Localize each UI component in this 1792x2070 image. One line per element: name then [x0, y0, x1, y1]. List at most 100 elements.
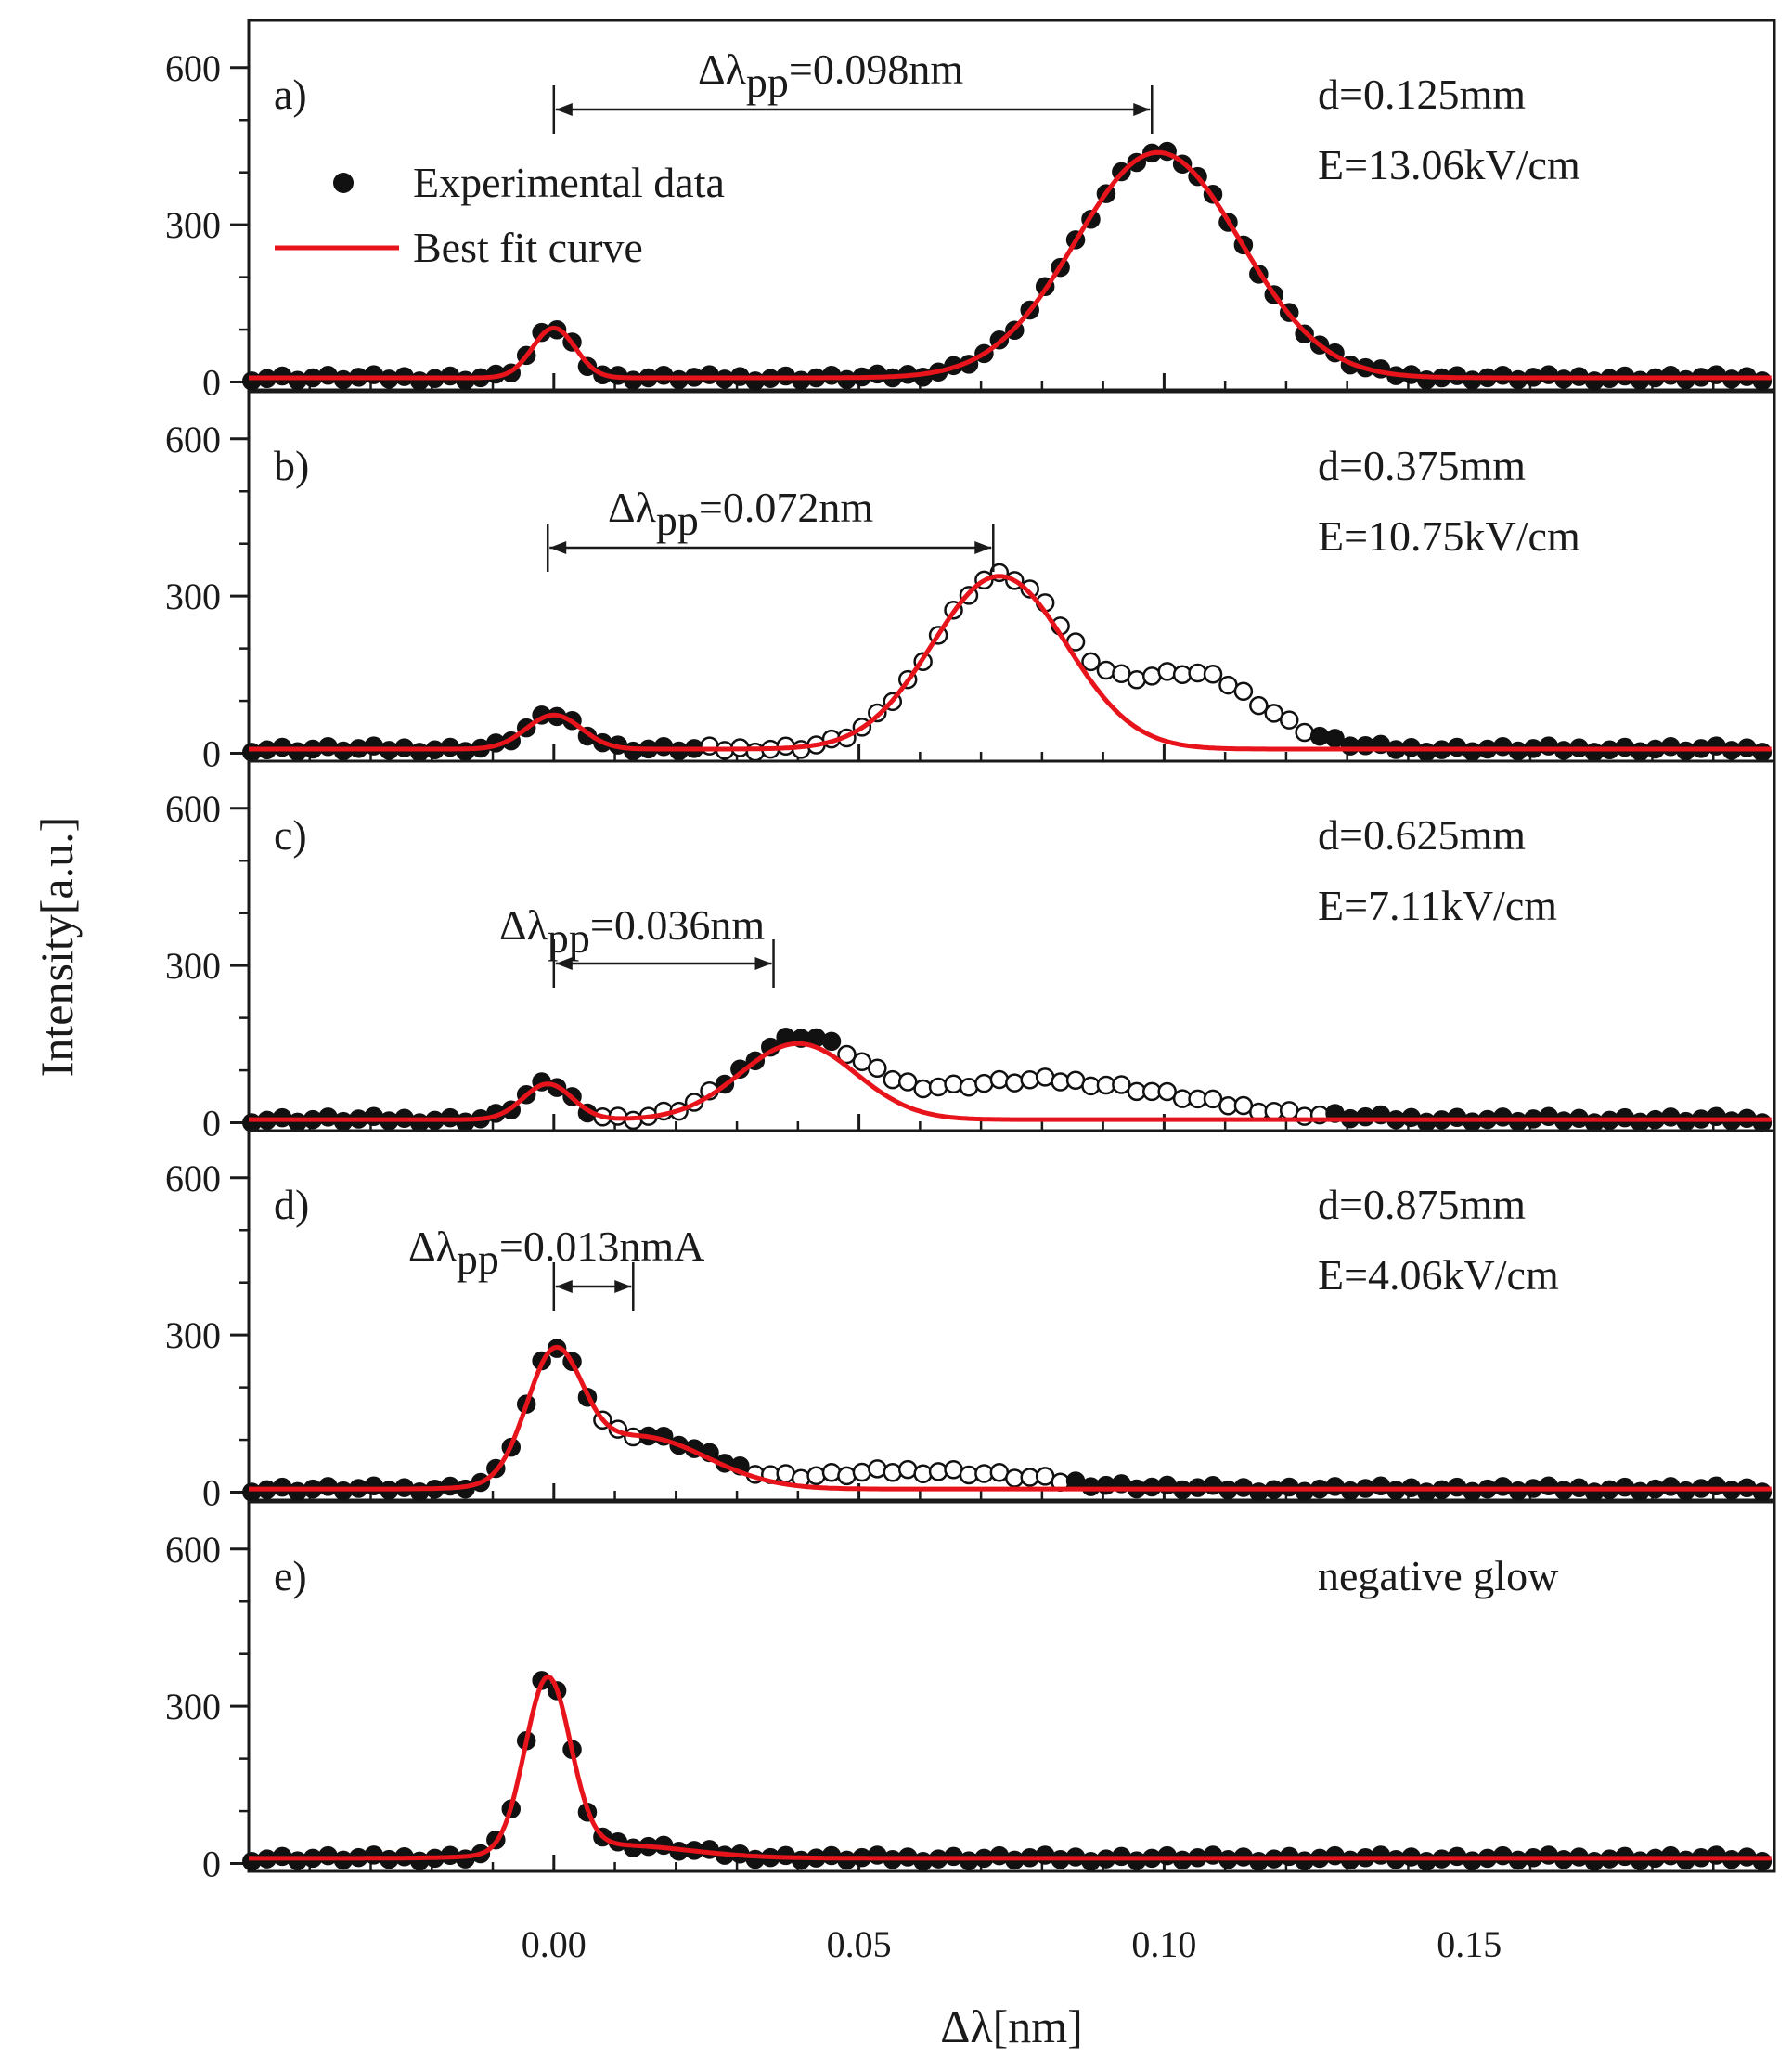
x-tick-label: 0.00: [522, 1923, 587, 1965]
data-point: [653, 737, 674, 757]
data-points: [242, 1339, 1773, 1502]
data-point: [745, 371, 766, 391]
data-point: [791, 1850, 811, 1870]
data-point: [409, 743, 430, 762]
legend-label: Best fit curve: [413, 224, 643, 271]
data-point: [409, 1113, 430, 1132]
data-point: [1584, 1482, 1605, 1502]
panel-b: 0 300 600 b) d=0.375mm E=10.75kV/cm Δλpp=0.072…: [165, 390, 1776, 775]
data-point: [1707, 1106, 1726, 1127]
data-point: [1416, 742, 1437, 762]
data-point: [1631, 370, 1650, 390]
data-point: [1660, 1477, 1681, 1496]
y-tick-label: 0: [202, 1103, 221, 1145]
data-point: [989, 1845, 1010, 1866]
x-axis-title: Δλ[nm]: [940, 2000, 1083, 2052]
y-tick-label: 0: [202, 1472, 221, 1514]
data-points: [242, 563, 1773, 762]
data-point: [791, 370, 811, 390]
data-point: [1631, 1481, 1650, 1502]
data-point: [318, 737, 338, 757]
data-point: [1539, 1845, 1558, 1865]
condition-label: d=0.625mm: [1318, 811, 1526, 859]
data-point: [700, 365, 719, 384]
arrowhead-left: [555, 1280, 573, 1293]
data-point: [1295, 1481, 1314, 1502]
arrowhead-left: [555, 103, 573, 116]
data-point: [1584, 1113, 1605, 1132]
data-point: [318, 366, 338, 385]
arrowhead-right: [754, 957, 772, 970]
data-point: [1752, 1852, 1773, 1871]
data-point-excluded: [1295, 722, 1314, 743]
y-tick-label: 600: [165, 47, 221, 89]
data-point: [288, 742, 307, 761]
data-point-excluded: [837, 1466, 857, 1486]
data-points: [242, 1027, 1773, 1132]
data-point: [1463, 1112, 1482, 1132]
y-tick-label: 600: [165, 788, 221, 830]
data-point: [1157, 1845, 1177, 1866]
data-point: [868, 364, 887, 384]
plot-frame: [247, 19, 1776, 392]
fit-curve: [249, 1344, 1772, 1492]
data-point: [1356, 1106, 1375, 1127]
panel-label: e): [274, 1552, 307, 1599]
condition-label: d=0.875mm: [1318, 1181, 1526, 1228]
data-point: [1493, 1107, 1513, 1127]
data-point-excluded: [883, 1069, 903, 1090]
data-point: [653, 366, 674, 385]
x-tick-label: 0.15: [1437, 1923, 1502, 1965]
data-point-excluded: [1020, 579, 1039, 599]
data-point: [1035, 1845, 1055, 1865]
arrowhead-right: [614, 1280, 632, 1293]
arrowhead-right: [1133, 103, 1151, 116]
data-point: [1584, 743, 1605, 762]
y-tick-label: 300: [165, 1314, 221, 1356]
data-point: [821, 365, 842, 385]
data-point: [1463, 1851, 1482, 1870]
data-point: [1371, 1845, 1391, 1865]
arrowhead-left: [549, 541, 567, 554]
data-point: [1295, 1851, 1314, 1870]
data-point: [1539, 736, 1558, 756]
panel-a: 0 300 600 a) d=0.125mm E=13.06kV/cm Δλpp=0.098…: [165, 19, 1776, 404]
data-point-excluded: [1112, 1075, 1131, 1094]
data-point-excluded: [745, 742, 766, 762]
y-tick-label: 600: [165, 419, 221, 460]
data-point-excluded: [1157, 662, 1177, 681]
data-point: [1584, 1852, 1605, 1871]
data-point: [868, 1845, 887, 1865]
x-tick-label: 0.10: [1131, 1923, 1196, 1965]
data-point: [1203, 1845, 1223, 1865]
data-point: [1752, 1113, 1773, 1132]
panel-d: 0 300 600 d) d=0.875mm E=4.06kV/cm Δλpp=0.013n…: [165, 1129, 1776, 1514]
data-point-excluded: [1264, 704, 1284, 723]
data-point: [1127, 1851, 1147, 1870]
data-point: [913, 1852, 933, 1871]
data-point: [1493, 366, 1513, 385]
condition-label: E=13.06kV/cm: [1318, 141, 1580, 188]
data-point-excluded: [852, 1462, 872, 1482]
legend-marker-data: [333, 173, 354, 193]
data-point: [364, 1106, 384, 1127]
data-points: [242, 1671, 1773, 1871]
data-point-excluded: [928, 1462, 948, 1481]
y-tick-label: 0: [202, 1844, 221, 1885]
data-point: [1081, 1852, 1101, 1871]
data-point: [1249, 1482, 1269, 1502]
data-point-excluded: [897, 1459, 918, 1480]
data-point: [1631, 742, 1650, 761]
condition-label: E=7.11kV/cm: [1318, 882, 1557, 929]
data-point-excluded: [897, 1072, 918, 1092]
data-point: [1660, 1845, 1681, 1866]
data-point: [959, 1851, 979, 1870]
data-point: [1416, 369, 1437, 390]
fit-curve: [249, 574, 1772, 752]
data-point-excluded: [1172, 665, 1193, 685]
data-point-excluded: [806, 1466, 826, 1485]
panel-label: a): [274, 71, 307, 118]
data-point-excluded: [1203, 665, 1223, 684]
